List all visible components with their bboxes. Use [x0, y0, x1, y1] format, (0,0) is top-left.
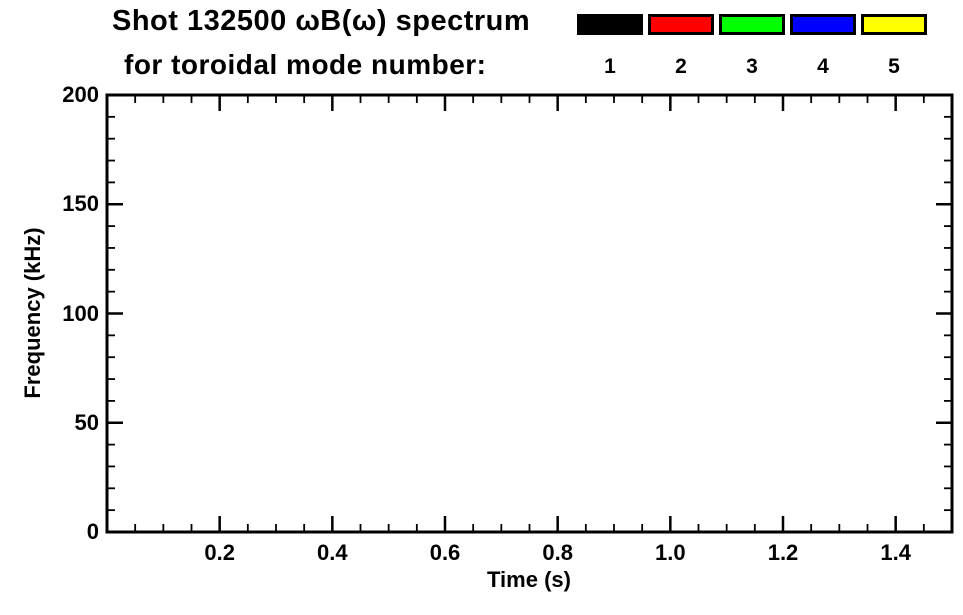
- y-tick-label-200: 200: [62, 82, 99, 107]
- y-tick-label-150: 150: [62, 191, 99, 217]
- legend-swatch-mode-4: [790, 14, 856, 35]
- y-tick-label-50: 50: [74, 409, 99, 435]
- y-tick-label-100: 100: [62, 300, 99, 326]
- x-tick-label-0.4: 0.4: [317, 540, 348, 565]
- x-tick-label-1.0: 1.0: [655, 540, 686, 565]
- x-tick-label-1.4: 1.4: [880, 540, 911, 565]
- legend-swatch-mode-2: [648, 14, 714, 35]
- chart-subtitle: for toroidal mode number:: [124, 49, 487, 80]
- legend-label-mode-5: 5: [888, 55, 900, 78]
- y-tick-label-0: 0: [86, 519, 99, 544]
- chart-title: Shot 132500 ωB(ω) spectrum: [112, 5, 531, 37]
- legend-label-mode-3: 3: [746, 55, 758, 78]
- x-tick-label-0.6: 0.6: [429, 540, 461, 565]
- x-axis-label: Time (s): [487, 567, 571, 592]
- legend-swatch-mode-5: [861, 14, 927, 35]
- legend-label-mode-4: 4: [817, 55, 829, 78]
- x-tick-label-1.2: 1.2: [767, 540, 799, 565]
- legend-swatch-mode-3: [719, 14, 785, 35]
- y-axis-label: Frequency (kHz): [20, 227, 45, 399]
- legend-swatch-mode-1: [577, 14, 643, 35]
- x-tick-label-0.2: 0.2: [204, 540, 235, 565]
- x-tick-label-0.8: 0.8: [542, 540, 573, 565]
- legend-label-mode-2: 2: [675, 55, 687, 78]
- legend-label-mode-1: 1: [604, 55, 616, 78]
